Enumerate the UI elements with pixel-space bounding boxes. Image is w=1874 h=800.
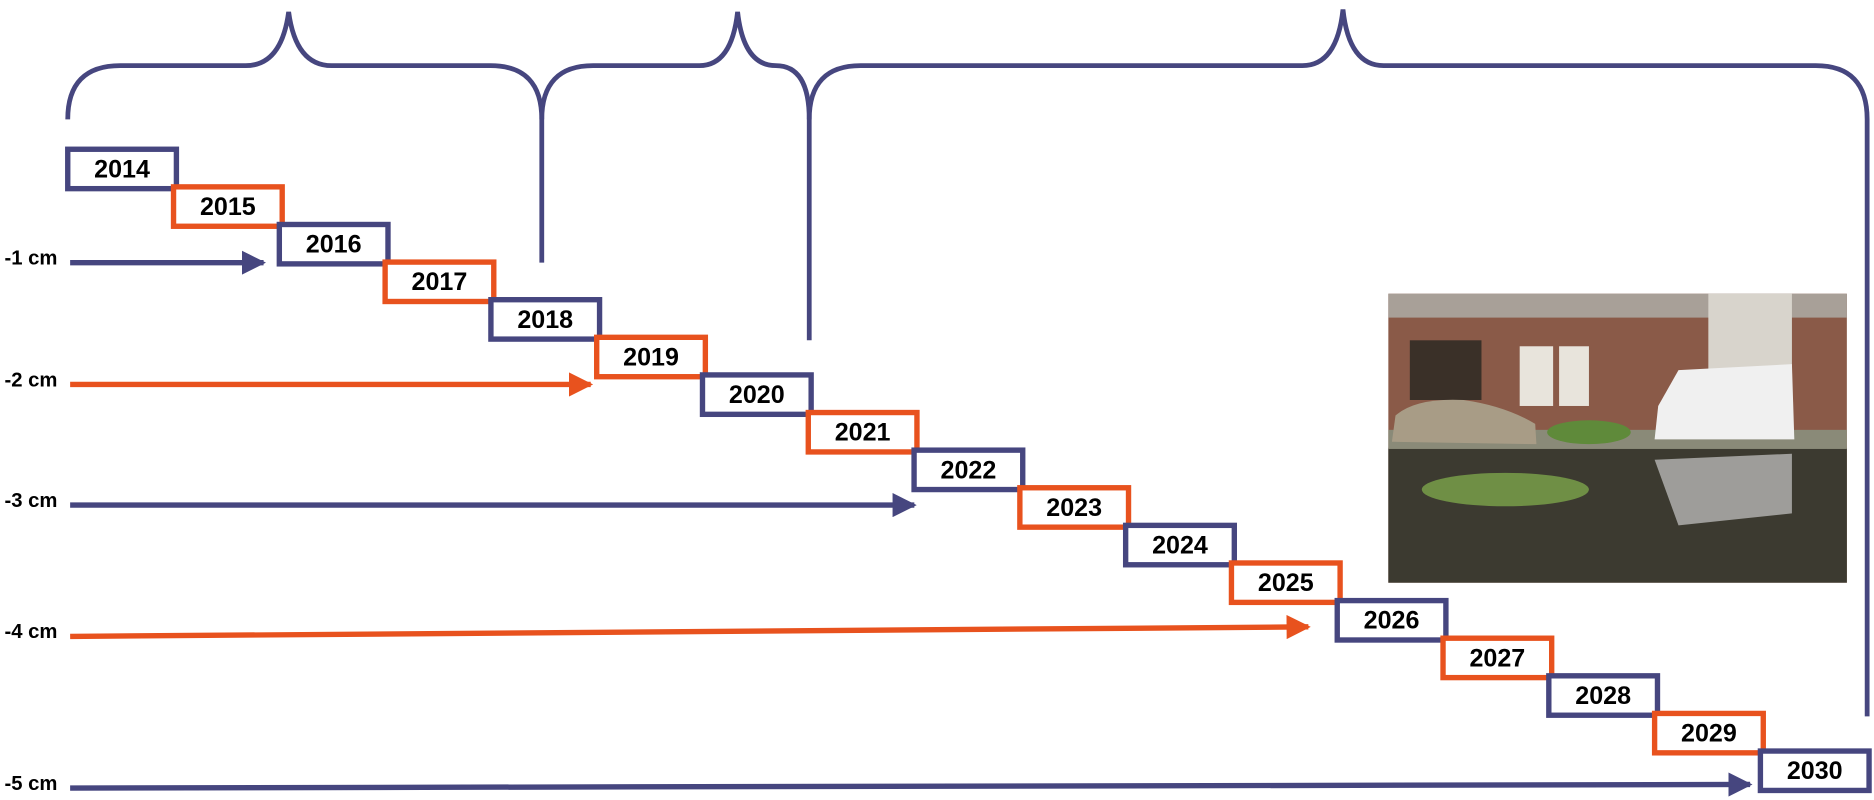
year-label: 2014 bbox=[94, 155, 150, 183]
year-label: 2019 bbox=[623, 343, 679, 371]
subsidence-label: -1 cm bbox=[4, 247, 57, 269]
photo-window bbox=[1559, 346, 1589, 406]
diagram: 2014 2015 2016 2017 2018 2019 2020 2021 2022 2023… bbox=[0, 0, 1874, 800]
year-label: 2015 bbox=[200, 193, 256, 221]
subsidence-label: -3 cm bbox=[4, 490, 57, 512]
year-label: 2022 bbox=[941, 456, 997, 484]
brace bbox=[542, 12, 809, 340]
year-label: 2027 bbox=[1469, 644, 1525, 672]
subsidence-arrow bbox=[70, 627, 1308, 637]
subsidence-arrow bbox=[70, 784, 1750, 788]
year-label: 2024 bbox=[1152, 531, 1208, 559]
year-label: 2017 bbox=[412, 268, 468, 296]
year-label: 2016 bbox=[306, 231, 362, 259]
year-label: 2029 bbox=[1681, 720, 1737, 748]
year-label: 2021 bbox=[835, 419, 891, 447]
year-label: 2023 bbox=[1046, 494, 1102, 522]
subsidence-label: -4 cm bbox=[4, 621, 57, 643]
photo-window bbox=[1520, 346, 1553, 406]
photo-reflection bbox=[1655, 454, 1792, 526]
photo-van bbox=[1655, 364, 1795, 439]
year-label: 2030 bbox=[1787, 757, 1843, 785]
subsidence-label: -5 cm bbox=[4, 773, 57, 795]
year-label: 2026 bbox=[1364, 607, 1420, 635]
year-label: 2028 bbox=[1575, 682, 1631, 710]
photo-window bbox=[1410, 340, 1482, 400]
photo-bush bbox=[1547, 420, 1631, 444]
subsidence-label: -2 cm bbox=[4, 369, 57, 391]
year-label: 2018 bbox=[517, 306, 573, 334]
photo bbox=[1388, 294, 1847, 583]
photo-lilies bbox=[1422, 473, 1589, 506]
page: {"subsidence_labels": ["-1 cm", "-2 cm",… bbox=[0, 0, 1874, 800]
year-label: 2025 bbox=[1258, 569, 1314, 597]
year-label: 2020 bbox=[729, 381, 785, 409]
